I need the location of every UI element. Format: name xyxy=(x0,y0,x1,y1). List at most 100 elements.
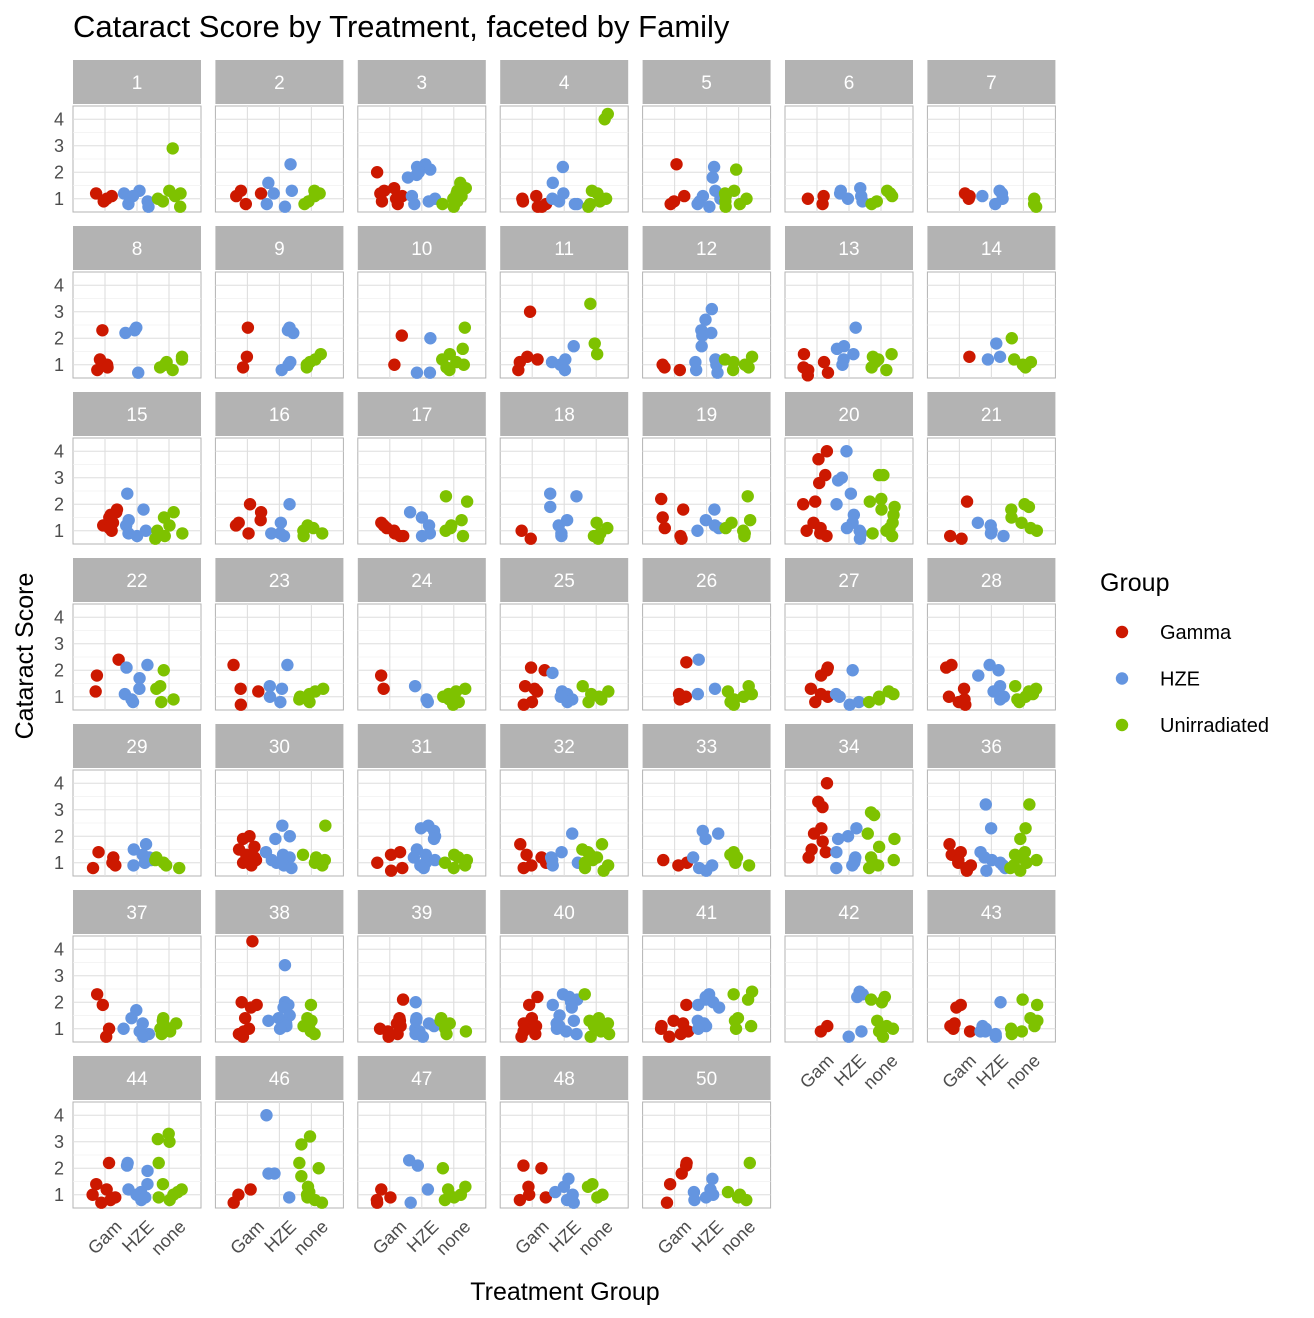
facet-strip xyxy=(357,724,486,768)
data-point xyxy=(744,1019,758,1033)
y-tick-label: 3 xyxy=(54,966,64,986)
data-point xyxy=(959,698,972,711)
facet-panel: 17 xyxy=(357,392,487,545)
facet-strip xyxy=(357,60,486,104)
legend: Group Gamma HZE Unirradiated xyxy=(1100,569,1269,737)
data-point xyxy=(1004,861,1017,875)
data-point xyxy=(863,495,877,508)
data-point xyxy=(565,1001,578,1014)
facet-strip xyxy=(927,724,1056,768)
data-point xyxy=(997,529,1010,543)
facet-strip xyxy=(73,392,201,436)
data-point xyxy=(872,468,886,482)
data-point xyxy=(686,851,700,864)
data-point xyxy=(688,1193,701,1207)
data-point xyxy=(421,695,434,709)
facet-panel: 32 xyxy=(499,724,629,877)
facet-strip-label: 24 xyxy=(411,571,433,592)
data-point xyxy=(95,1196,108,1209)
facet-panel: 8 1 2 3 4 xyxy=(54,226,202,379)
data-point xyxy=(875,503,888,516)
facet-strip-label: 23 xyxy=(269,571,290,592)
data-point xyxy=(234,682,247,695)
data-point xyxy=(947,1022,960,1035)
data-point xyxy=(285,184,299,197)
data-point xyxy=(831,474,845,487)
facet-panel: 16 xyxy=(214,392,344,545)
data-point xyxy=(940,661,953,674)
data-point xyxy=(447,861,460,875)
data-point xyxy=(395,329,408,342)
data-point xyxy=(535,200,549,213)
data-point xyxy=(994,996,1007,1009)
data-point xyxy=(817,355,831,369)
data-point xyxy=(274,695,287,709)
data-point xyxy=(729,163,743,176)
y-tick-label: 4 xyxy=(54,607,64,627)
data-point xyxy=(411,1159,424,1172)
x-tick-label: none xyxy=(717,1217,759,1259)
data-point xyxy=(972,669,985,682)
facet-panel: 6 xyxy=(784,60,914,213)
data-point xyxy=(265,527,278,540)
data-point xyxy=(692,653,705,666)
data-point xyxy=(821,366,835,379)
data-point xyxy=(561,695,574,709)
data-point xyxy=(567,1014,581,1027)
data-point xyxy=(439,490,453,503)
data-point xyxy=(455,513,468,527)
data-point xyxy=(530,189,543,203)
data-point xyxy=(571,197,584,211)
data-point xyxy=(1014,832,1027,846)
data-point xyxy=(663,1177,677,1191)
data-point xyxy=(456,529,470,543)
data-point xyxy=(459,1025,473,1038)
data-point xyxy=(814,669,828,682)
facet-panel: 9 xyxy=(214,226,344,379)
data-point xyxy=(582,695,595,709)
facet-strip-label: 9 xyxy=(274,239,285,260)
y-tick-label: 4 xyxy=(54,939,64,959)
data-point xyxy=(695,340,708,353)
data-point xyxy=(855,1025,868,1038)
facet-strip xyxy=(642,558,771,602)
y-tick-label: 1 xyxy=(54,1185,64,1205)
data-point xyxy=(708,503,721,516)
data-point xyxy=(112,653,125,666)
data-point xyxy=(849,321,862,334)
data-point xyxy=(409,996,422,1009)
data-point xyxy=(558,363,572,377)
data-point xyxy=(841,830,855,843)
data-point xyxy=(802,851,815,864)
data-point xyxy=(1005,1027,1018,1041)
facet-strip-label: 17 xyxy=(411,405,432,426)
data-point xyxy=(843,698,856,711)
facet-strip xyxy=(642,392,771,436)
facet-strip xyxy=(500,724,629,768)
data-point xyxy=(244,1183,257,1196)
data-point xyxy=(151,1132,165,1146)
facet-strip xyxy=(215,890,344,934)
facet-strip-label: 48 xyxy=(554,1069,575,1090)
data-point xyxy=(132,366,145,379)
data-point xyxy=(120,661,133,674)
facet-strip-label: 11 xyxy=(554,239,574,260)
data-point xyxy=(885,347,898,361)
data-point xyxy=(387,181,401,195)
data-point xyxy=(158,529,171,543)
data-point xyxy=(414,822,428,835)
data-point xyxy=(284,158,297,171)
data-point xyxy=(862,695,876,709)
data-point xyxy=(155,1027,168,1041)
data-point xyxy=(546,176,559,190)
data-point xyxy=(447,200,460,213)
data-point xyxy=(840,445,853,458)
data-point xyxy=(384,1191,397,1204)
data-point xyxy=(844,487,858,500)
facet-panel: 10 xyxy=(357,226,487,379)
data-point xyxy=(830,845,843,859)
facet-strip xyxy=(357,1056,486,1100)
data-point xyxy=(567,340,580,353)
data-point xyxy=(1030,998,1044,1012)
data-point xyxy=(513,1193,527,1207)
